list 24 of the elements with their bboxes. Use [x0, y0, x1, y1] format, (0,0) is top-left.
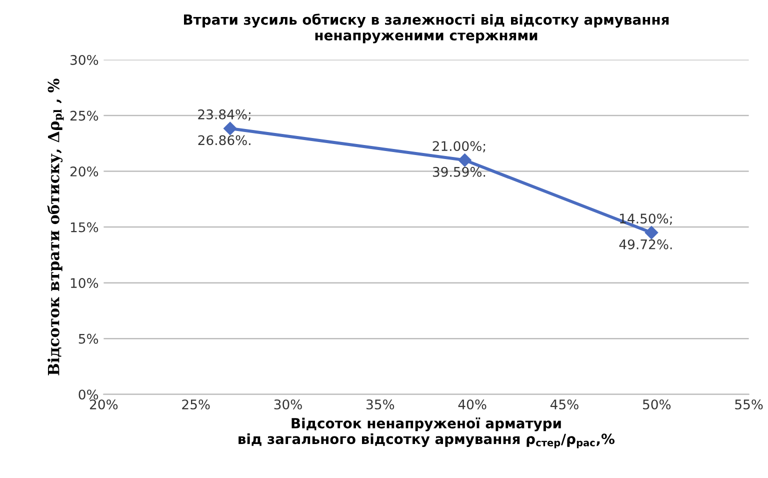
point: [644, 226, 658, 240]
y-axis-title: Відсоток втрати обтиску, Δρ$_{pl}$ , %: [47, 78, 64, 376]
y-tick-label: 25%: [70, 110, 98, 121]
chart-title: Втрати зусиль обтиску в залежності від відсотку армування ненапруженими стержнями: [184, 14, 669, 44]
x-tick-label: 55%: [735, 399, 763, 410]
x-tick-label: 25%: [182, 399, 210, 410]
x-tick-label: 30%: [274, 399, 302, 410]
y-tick-label: 5%: [78, 334, 98, 344]
y-tick-label: 30%: [70, 54, 98, 65]
x-tick-label: 50%: [642, 399, 671, 410]
data-label: 21.00%; 39.59%.: [432, 141, 486, 177]
x-tick-label: 35%: [366, 399, 394, 410]
data-label: 23.84%; 26.86%.: [198, 109, 250, 146]
x-tick-label: 20%: [90, 399, 118, 410]
y-tick-label: 0%: [78, 390, 98, 400]
y-tick-label: 10%: [70, 278, 98, 288]
x-tick-label: 45%: [550, 399, 578, 410]
y-tick-label: 15%: [70, 222, 98, 232]
data-label: 14.50%; 49.72%.: [619, 214, 672, 250]
y-tick-label: 20%: [70, 166, 98, 176]
point: [458, 154, 472, 167]
x-axis-title: Відсоток ненапруженої арматури від загального відсотку армування ρ$_{стер}$/ρ$_{рас}$,%: [238, 418, 615, 448]
point: [224, 122, 237, 136]
x-tick-label: 40%: [458, 399, 486, 410]
